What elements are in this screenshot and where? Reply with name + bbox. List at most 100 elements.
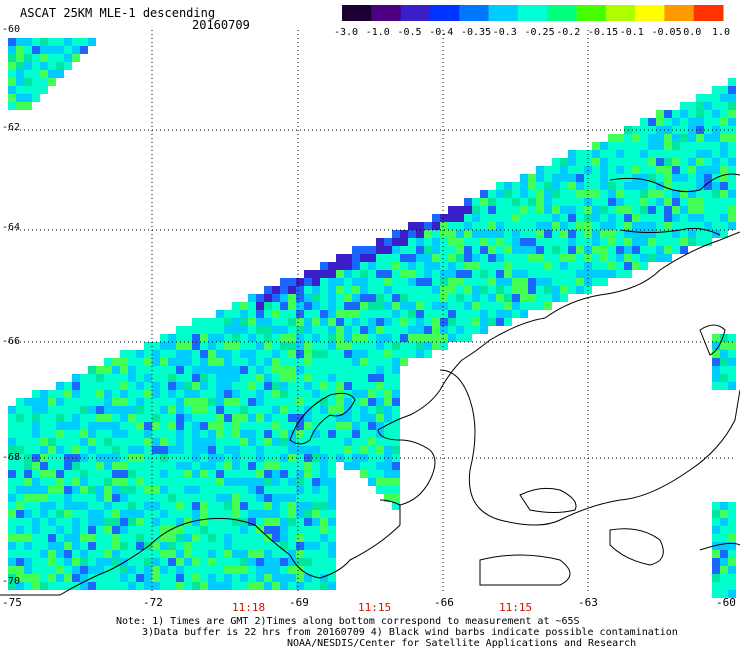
swath-cell <box>208 374 216 382</box>
swath-cell <box>8 70 16 78</box>
swath-cell <box>304 542 312 550</box>
swath-cell <box>24 550 32 558</box>
swath-cell <box>416 286 424 294</box>
swath-cell <box>216 518 224 526</box>
swath-cell <box>416 342 424 350</box>
swath-cell <box>712 534 720 542</box>
swath-cell <box>208 430 216 438</box>
swath-cell <box>432 334 440 342</box>
swath-cell <box>240 302 248 310</box>
swath-cell <box>272 350 280 358</box>
swath-cell <box>352 318 360 326</box>
swath-cell <box>424 254 432 262</box>
swath-cell <box>376 302 384 310</box>
swath-cell <box>176 398 184 406</box>
swath-cell <box>112 422 120 430</box>
swath-cell <box>288 278 296 286</box>
swath-cell <box>232 574 240 582</box>
swath-cell <box>528 222 536 230</box>
swath-cell <box>400 350 408 358</box>
swath-cell <box>176 558 184 566</box>
swath-cell <box>520 190 528 198</box>
swath-cell <box>368 414 376 422</box>
swath-cell <box>32 78 40 86</box>
swath-cell <box>472 302 480 310</box>
swath-cell <box>712 102 720 110</box>
swath-cell <box>280 342 288 350</box>
swath-cell <box>296 566 304 574</box>
swath-cell <box>144 438 152 446</box>
swath-cell <box>656 246 664 254</box>
swath-cell <box>440 342 448 350</box>
swath-cell <box>400 310 408 318</box>
swath-cell <box>536 174 544 182</box>
swath-cell <box>144 470 152 478</box>
swath-cell <box>624 222 632 230</box>
swath-cell <box>424 230 432 238</box>
swath-cell <box>208 486 216 494</box>
swath-cell <box>640 214 648 222</box>
swath-cell <box>16 550 24 558</box>
swath-cell <box>592 230 600 238</box>
colorbar-label: 0.0 <box>683 27 702 38</box>
swath-cell <box>280 542 288 550</box>
swath-cell <box>312 358 320 366</box>
swath-cell <box>456 302 464 310</box>
swath-cell <box>168 566 176 574</box>
swath-cell <box>104 422 112 430</box>
swath-cell <box>136 510 144 518</box>
swath-cell <box>24 102 32 110</box>
swath-cell <box>672 118 680 126</box>
swath-cell <box>544 254 552 262</box>
swath-cell <box>704 166 712 174</box>
swath-cell <box>352 414 360 422</box>
swath-cell <box>528 182 536 190</box>
swath-cell <box>240 326 248 334</box>
swath-cell <box>288 366 296 374</box>
swath-cell <box>232 534 240 542</box>
swath-cell <box>568 286 576 294</box>
swath-cell <box>320 478 328 486</box>
swath-cell <box>288 566 296 574</box>
swath-cell <box>360 294 368 302</box>
swath-cell <box>232 446 240 454</box>
swath-cell <box>680 206 688 214</box>
swath-cell <box>560 286 568 294</box>
swath-cell <box>184 350 192 358</box>
swath-cell <box>704 198 712 206</box>
swath-cell <box>320 526 328 534</box>
swath-cell <box>608 262 616 270</box>
swath-cell <box>312 558 320 566</box>
swath-cell <box>464 270 472 278</box>
swath-cell <box>480 246 488 254</box>
swath-cell <box>496 286 504 294</box>
swath-cell <box>688 110 696 118</box>
swath-cell <box>344 414 352 422</box>
swath-cell <box>480 262 488 270</box>
swath-cell <box>408 326 416 334</box>
swath-cell <box>104 478 112 486</box>
swath-cell <box>616 238 624 246</box>
swath-cell <box>440 294 448 302</box>
swath-cell <box>360 414 368 422</box>
swath-cell <box>368 286 376 294</box>
swath-cell <box>616 150 624 158</box>
swath-cell <box>624 142 632 150</box>
swath-cell <box>400 262 408 270</box>
swath-cell <box>488 270 496 278</box>
swath-cell <box>320 446 328 454</box>
swath-cell <box>176 566 184 574</box>
swath-cell <box>608 142 616 150</box>
swath-cell <box>728 510 736 518</box>
swath-cell <box>472 270 480 278</box>
swath-cell <box>72 534 80 542</box>
swath-cell <box>64 526 72 534</box>
swath-cell <box>48 78 56 86</box>
swath-cell <box>480 294 488 302</box>
swath-cell <box>48 462 56 470</box>
swath-cell <box>80 406 88 414</box>
swath-cell <box>624 238 632 246</box>
swath-cell <box>304 414 312 422</box>
swath-cell <box>192 350 200 358</box>
swath-cell <box>360 310 368 318</box>
